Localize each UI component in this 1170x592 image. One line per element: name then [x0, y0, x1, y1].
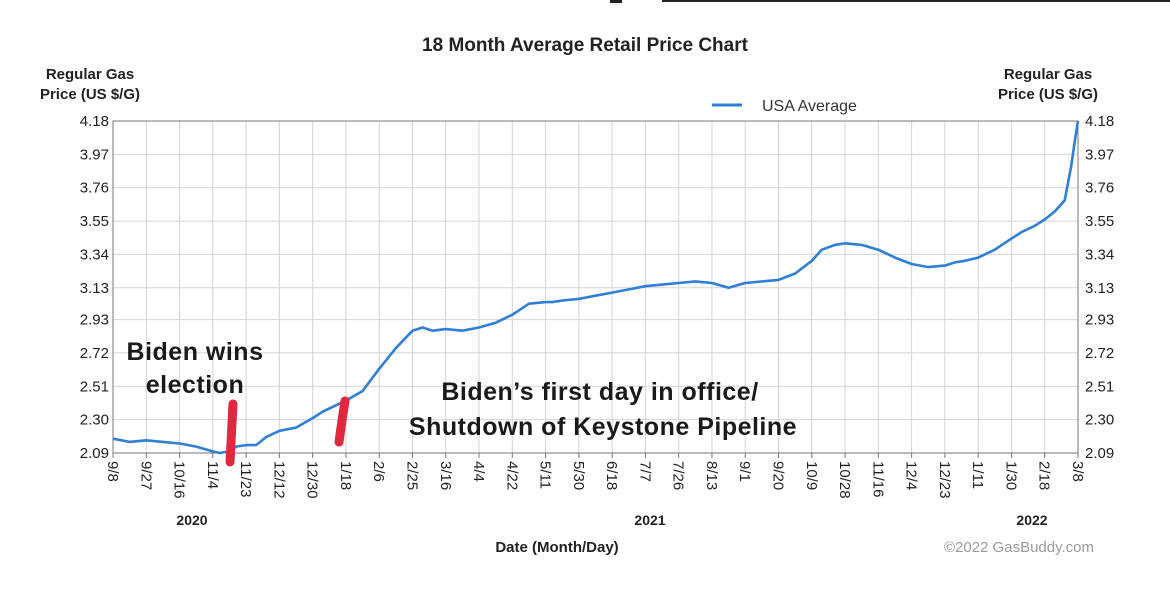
y-tick-right: 3.13	[1085, 280, 1114, 297]
y-axis-title-right-line2: Price (US $/G)	[998, 86, 1098, 103]
x-tick-label: 7/26	[670, 461, 687, 490]
x-tick-label: 8/13	[703, 461, 720, 490]
y-tick-right: 3.34	[1085, 246, 1114, 263]
x-tick-label: 4/4	[470, 461, 487, 482]
x-tick-label: 6/18	[603, 461, 620, 490]
x-tick-label: 2/18	[1036, 461, 1053, 490]
y-tick-left: 2.93	[80, 312, 109, 329]
x-tick-label: 1/11	[969, 461, 986, 489]
marker-inauguration	[334, 396, 350, 447]
x-ticks: 9/8 9/27 10/16 11/4 11/23 12/12 12/30 1/18 2/6 2/…	[104, 453, 1086, 499]
y-tick-right: 2.09	[1085, 445, 1114, 462]
x-axis-title: Date (Month/Day)	[495, 539, 618, 556]
y-tick-left: 3.55	[80, 213, 109, 230]
series-line-usa-average	[112, 120, 1080, 455]
y-tick-right: 2.30	[1085, 412, 1114, 429]
annotation-inauguration-line1: Biden’s first day in office/	[441, 378, 758, 406]
x-tick-label: 1/18	[337, 461, 354, 490]
y-tick-right: 3.55	[1085, 213, 1114, 230]
y-axis-title-left-line2: Price (US $/G)	[40, 86, 140, 103]
x-tick-label: 9/27	[137, 461, 154, 490]
x-tick-label: 11/16	[869, 461, 886, 497]
y-tick-right: 4.18	[1085, 113, 1114, 130]
annotation-election-line2: election	[146, 371, 244, 399]
annotation-election-line1: Biden wins	[127, 338, 264, 366]
x-tick-label: 12/4	[903, 461, 920, 490]
year-label-2022: 2022	[1016, 512, 1047, 528]
x-tick-label: 10/16	[171, 461, 188, 499]
annotation-inauguration-line2: Shutdown of Keystone Pipeline	[409, 413, 797, 441]
plot-area	[112, 120, 1079, 454]
y-tick-left: 3.76	[80, 180, 109, 197]
y-tick-left: 2.30	[80, 412, 109, 429]
y-tick-left: 2.72	[80, 345, 109, 362]
y-tick-left: 4.18	[80, 113, 109, 130]
y-tick-left: 3.97	[80, 146, 109, 163]
y-ticks-right: 2.09 2.30 2.51 2.72 2.93 3.13 3.34 3.55 3.76 3.97…	[1085, 113, 1114, 462]
y-tick-right: 2.51	[1085, 378, 1114, 395]
y-tick-left: 2.09	[80, 445, 109, 462]
x-tick-label: 12/30	[304, 461, 321, 499]
year-label-2021: 2021	[634, 512, 665, 528]
year-label-2020: 2020	[176, 512, 207, 528]
x-tick-label: 9/20	[770, 461, 787, 490]
x-tick-label: 2/25	[403, 461, 420, 490]
y-ticks-left: 2.09 2.30 2.51 2.72 2.93 3.13 3.34 3.55 3.76 3.97…	[80, 113, 109, 462]
x-tick-label: 5/30	[570, 461, 587, 490]
y-axis-title-left-line1: Regular Gas	[46, 66, 134, 83]
x-tick-label: 5/11	[537, 461, 554, 489]
x-tick-label: 11/4	[204, 461, 221, 489]
y-tick-left: 2.51	[80, 378, 109, 395]
x-tick-label: 12/23	[936, 461, 953, 499]
x-tick-label: 7/7	[636, 461, 653, 482]
y-tick-right: 2.93	[1085, 312, 1114, 329]
y-axis-title-right-line1: Regular Gas	[1004, 66, 1092, 83]
y-tick-left: 3.34	[80, 246, 109, 263]
chart-title: 18 Month Average Retail Price Chart	[422, 35, 749, 56]
marker-election	[225, 399, 238, 467]
y-tick-right: 3.76	[1085, 180, 1114, 197]
y-tick-left: 3.13	[80, 280, 109, 297]
x-tick-label: 9/8	[104, 461, 121, 482]
x-tick-label: 10/9	[803, 461, 820, 490]
y-tick-right: 3.97	[1085, 146, 1114, 163]
top-edge-line	[662, 0, 1170, 2]
legend-entry: USA Average	[762, 98, 857, 115]
x-tick-label: 9/1	[736, 461, 753, 482]
credit-text: ©2022 GasBuddy.com	[944, 539, 1094, 556]
x-tick-label: 1/30	[1002, 461, 1019, 490]
x-tick-label: 11/23	[237, 461, 254, 497]
x-tick-label: 3/8	[1069, 461, 1086, 482]
x-tick-label: 10/28	[836, 461, 853, 499]
x-tick-label: 3/16	[437, 461, 454, 490]
x-tick-label: 2/6	[370, 461, 387, 482]
x-tick-label: 12/12	[270, 461, 287, 499]
top-edge-mark	[610, 0, 622, 3]
x-tick-label: 4/22	[503, 461, 520, 490]
y-tick-right: 2.72	[1085, 345, 1114, 362]
